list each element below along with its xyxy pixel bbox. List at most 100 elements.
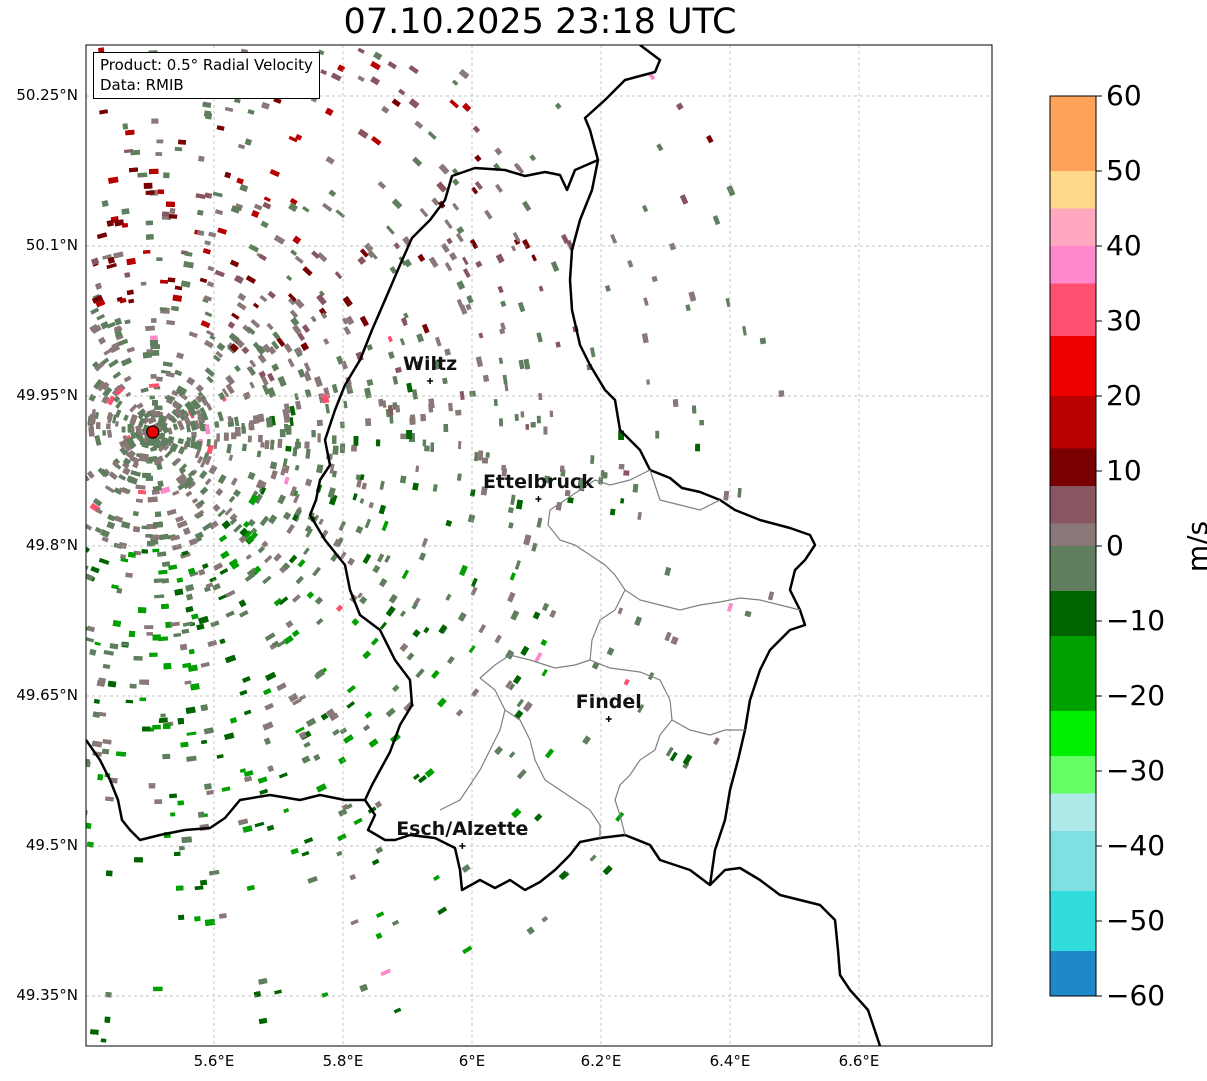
- radar-echo-pixel: [263, 737, 271, 746]
- radar-echo-pixel: [127, 449, 136, 458]
- radar-echo-pixel: [212, 503, 221, 512]
- radar-echo-pixel: [534, 652, 543, 663]
- radar-echo-pixel: [509, 572, 516, 581]
- radar-echo-pixel: [252, 302, 260, 309]
- radar-echo-pixel: [86, 472, 90, 482]
- radar-echo-pixel: [685, 304, 691, 312]
- lat-tick-label: 49.5°N: [25, 836, 78, 854]
- radar-echo-pixel: [242, 520, 251, 528]
- radar-echo-pixel: [406, 382, 413, 393]
- radar-echo-pixel: [455, 409, 462, 416]
- radar-echo-pixel: [273, 234, 286, 245]
- radar-echo-pixel: [182, 662, 192, 669]
- radar-echo-pixel: [151, 443, 161, 451]
- radar-echo-pixel: [327, 487, 336, 499]
- radar-echo-pixel: [185, 437, 192, 448]
- radar-echo-pixel: [171, 535, 178, 541]
- radar-echo-pixel: [186, 731, 197, 736]
- radar-echo-pixel: [408, 98, 420, 109]
- radar-echo-pixel: [388, 593, 398, 604]
- radar-echo-pixel: [403, 258, 412, 268]
- colorbar-tick-label: 40: [1106, 229, 1142, 262]
- lat-tick-label: 50.1°N: [25, 236, 78, 254]
- radar-echo-pixel: [203, 295, 212, 302]
- radar-echo-pixel: [86, 841, 94, 848]
- radar-echo-pixel: [230, 205, 241, 214]
- radar-echo-pixel: [181, 550, 189, 556]
- radar-echo-pixel: [375, 439, 381, 447]
- radar-echo-pixel: [182, 527, 191, 536]
- radar-echo-pixel: [254, 203, 263, 211]
- radar-echo-pixel: [494, 746, 503, 755]
- radar-echo-pixel: [301, 851, 310, 857]
- radar-echo-pixel: [214, 421, 220, 429]
- radar-echo-pixel: [153, 458, 162, 466]
- radar-echo-pixel: [159, 533, 169, 541]
- radar-echo-pixel: [262, 575, 272, 584]
- radar-echo-pixel: [512, 674, 522, 685]
- radar-echo-pixel: [347, 557, 355, 566]
- radar-echo-pixel: [559, 465, 565, 473]
- radar-echo-pixel: [262, 721, 274, 731]
- radar-echo-pixel: [350, 919, 359, 926]
- radar-echo-pixel: [260, 487, 267, 495]
- radar-echo-pixel: [682, 754, 693, 766]
- radar-echo-pixel: [244, 775, 253, 783]
- radar-echo-pixel: [225, 374, 236, 386]
- radar-echo-pixel: [444, 262, 453, 272]
- radar-echo-pixel: [289, 486, 297, 497]
- colorbar-tick-label: −10: [1106, 604, 1166, 637]
- radar-echo-pixel: [267, 387, 276, 398]
- radar-echo-pixel: [371, 858, 380, 866]
- radar-echo-pixel: [128, 630, 136, 638]
- radar-echo-pixel: [194, 448, 201, 459]
- radar-echo-pixel: [338, 520, 347, 532]
- radar-echo-pixel: [176, 420, 185, 431]
- radar-echo-pixel: [98, 47, 105, 54]
- radar-echo-pixel: [225, 589, 236, 598]
- radar-echo-pixel: [437, 906, 448, 915]
- lat-tick-label: 49.95°N: [16, 386, 78, 404]
- radar-echo-pixel: [480, 486, 488, 496]
- radar-echo-pixel: [278, 772, 288, 779]
- radar-echo-pixel: [215, 487, 224, 497]
- radar-echo-pixel: [94, 411, 100, 419]
- radar-echo-pixel: [359, 474, 365, 481]
- radar-echo-pixel: [112, 414, 117, 424]
- radar-echo-pixel: [103, 650, 114, 656]
- radar-echo-pixel: [163, 663, 172, 670]
- radar-echo-pixel: [146, 632, 153, 636]
- radar-echo-pixel: [623, 678, 630, 686]
- radar-echo-pixel: [124, 319, 131, 325]
- radar-echo-pixel: [379, 480, 385, 491]
- radar-echo-pixel: [224, 107, 234, 112]
- radar-echo-pixel: [184, 251, 193, 257]
- radar-echo-pixel: [637, 703, 645, 714]
- radar-echo-pixel: [522, 239, 531, 250]
- radar-echo-pixel: [129, 414, 138, 426]
- radar-echo-pixel: [289, 198, 298, 205]
- radar-echo-pixel: [200, 457, 208, 468]
- radar-echo-pixel: [169, 793, 178, 799]
- radar-echo-pixel: [601, 472, 608, 479]
- radar-echo-pixel: [200, 662, 210, 668]
- radar-echo-pixel: [168, 214, 178, 219]
- radar-echo-pixel: [517, 301, 526, 313]
- radar-echo-pixel: [202, 523, 212, 532]
- radar-echo-pixel: [438, 163, 450, 175]
- radar-echo-pixel: [91, 740, 103, 748]
- city-label: Wiltz: [403, 353, 458, 375]
- lon-tick-label: 6°E: [458, 1052, 486, 1070]
- radar-echo-pixel: [443, 424, 449, 432]
- radar-echo-pixel: [357, 47, 365, 54]
- radar-echo-pixel: [406, 430, 412, 440]
- radar-echo-pixel: [195, 409, 203, 418]
- radar-echo-pixel: [167, 427, 173, 435]
- radar-echo-pixel: [216, 754, 224, 759]
- radar-echo-pixel: [145, 234, 154, 240]
- radar-echo-pixel: [204, 311, 213, 318]
- radar-echo-pixel: [96, 380, 107, 392]
- radar-echo-pixel: [189, 420, 197, 431]
- radar-echo-pixel: [368, 738, 379, 748]
- radar-echo-pixel: [427, 131, 437, 140]
